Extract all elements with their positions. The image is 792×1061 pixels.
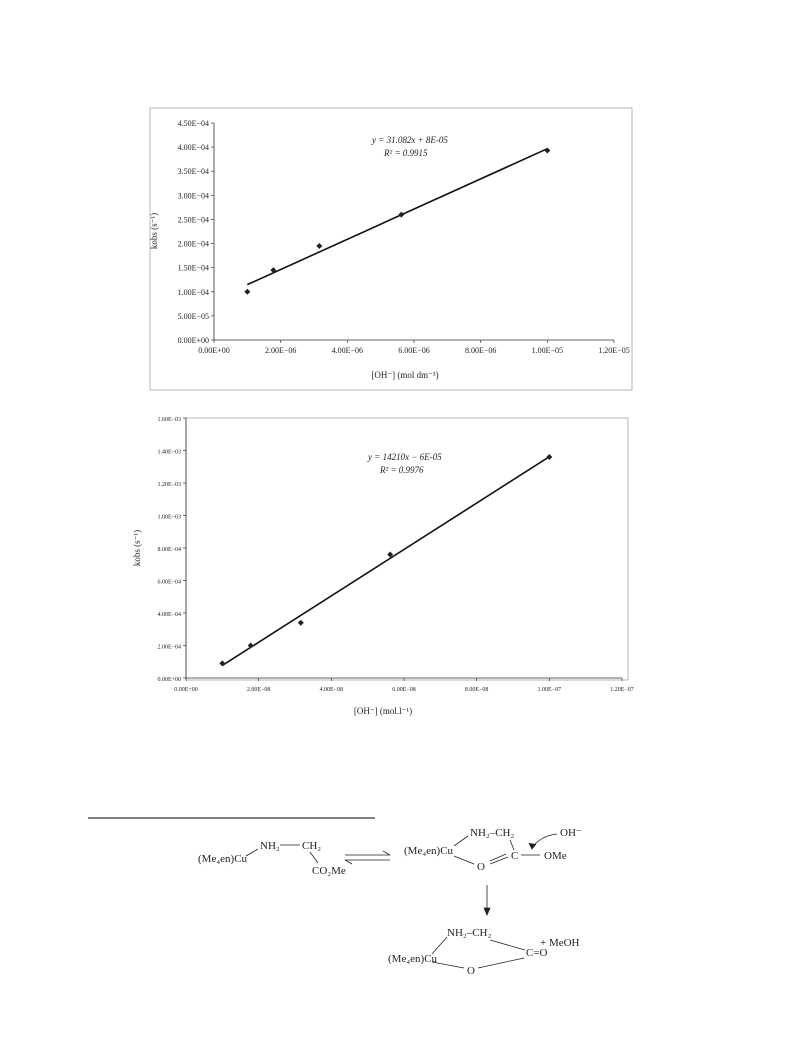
scheme-label: OH⁻: [560, 827, 582, 839]
y-tick-label: 6.00E−04: [157, 580, 181, 586]
y-tick-label: 4.00E−04: [157, 612, 181, 618]
chart-frame: [149, 107, 633, 391]
point: [546, 454, 553, 460]
x-tick-label: 6.00E−08: [392, 687, 416, 693]
bond: [309, 851, 319, 864]
x-tick-label: 4.00E−08: [320, 687, 344, 693]
bond: [245, 848, 259, 857]
y-axis-label: kobs (s⁻¹): [132, 530, 142, 566]
y-tick-label: 1.00E−04: [178, 288, 209, 297]
y-tick-label: 3.00E−04: [178, 191, 209, 200]
scheme-label: CO₂Me: [312, 865, 346, 877]
scheme-label: NH₂: [260, 840, 280, 852]
bond: [431, 936, 448, 955]
bond: [489, 856, 509, 865]
y-tick-label: 1.50E−04: [178, 264, 209, 273]
bond: [453, 835, 469, 847]
y-tick-label: 1.00E−03: [157, 515, 181, 521]
y-tick-label: 5.00E−05: [178, 312, 209, 321]
scheme-label: OMe: [544, 850, 567, 862]
bond: [453, 855, 475, 865]
curved-arrow: [531, 833, 558, 849]
x-tick-label: 8.00E−08: [465, 687, 489, 693]
y-tick-label: 0.00E+00: [157, 677, 181, 683]
bond: [509, 839, 515, 851]
arrow-head: [344, 859, 353, 865]
y-tick-label: 1.60E−03: [157, 417, 181, 423]
y-tick-label: 2.00E−04: [157, 645, 181, 651]
scheme-label: O: [477, 861, 485, 873]
x-tick-label: 1.00E−07: [538, 687, 562, 693]
x-tick-label: 2.00E−06: [265, 346, 296, 355]
point: [544, 147, 551, 154]
x-tick-label: 4.00E−06: [332, 346, 363, 355]
x-tick-label: 6.00E−06: [398, 346, 429, 355]
scheme-label: C=O: [526, 947, 548, 959]
annotation: R² = 0.9915: [383, 148, 428, 158]
point: [244, 288, 251, 295]
point: [270, 267, 277, 274]
bond: [489, 939, 526, 951]
point: [219, 660, 226, 667]
arrow-head: [528, 842, 537, 850]
scheme-label: NH₂–CH₂: [447, 927, 492, 939]
x-tick-label: 1.20E−07: [610, 687, 634, 693]
x-tick-label: 0.00E+00: [198, 346, 229, 355]
scheme-label: C: [511, 850, 518, 862]
arrow-head: [382, 850, 391, 856]
scheme-label: O: [467, 965, 475, 977]
y-tick-label: 2.50E−04: [178, 215, 209, 224]
y-tick-label: 4.50E−04: [178, 119, 209, 128]
scheme-label: (Me₄en)Cu: [198, 853, 248, 865]
y-tick-label: 1.20E−03: [157, 482, 181, 488]
y-tick-label: 4.00E−04: [178, 143, 209, 152]
x-tick-label: 1.20E−05: [598, 346, 629, 355]
x-tick-label: 1.00E−05: [532, 346, 563, 355]
bond: [431, 961, 465, 969]
scheme-label: (Me₄en)Cu: [388, 953, 438, 965]
trend-line: [247, 147, 548, 286]
point: [387, 551, 394, 558]
annotation: R² = 0.9976: [379, 465, 424, 475]
scheme-labels: (Me₄en)Cu NH₂ CH₂ CO₂Me (Me₄en)Cu NH₂–CH…: [198, 827, 582, 977]
scheme-label: NH₂–CH₂: [470, 827, 515, 839]
point: [247, 642, 254, 649]
chart: 0.00E+00 2.00E−04 4.00E−04 6.00E−04 8.00E−04…: [132, 417, 634, 716]
point: [297, 619, 304, 626]
y-tick-label: 2.00E−04: [178, 240, 209, 249]
annotation: y = 31.082x + 8E-05: [371, 135, 448, 145]
x-tick-label: 0.00E+00: [174, 687, 198, 693]
y-tick-label: 8.00E−04: [157, 547, 181, 553]
bond: [477, 957, 525, 969]
point: [316, 242, 323, 249]
trend-line: [221, 455, 550, 667]
x-axis-label: [OH⁻] (mol dm⁻³): [371, 370, 438, 380]
y-tick-label: 0.00E+00: [178, 336, 209, 345]
bond: [489, 853, 507, 862]
point: [398, 211, 405, 218]
scheme-label: + MeOH: [540, 937, 580, 949]
reaction-scheme: [245, 833, 558, 969]
x-tick-label: 2.00E−08: [247, 687, 271, 693]
y-axis-label: kobs (s⁻¹): [149, 213, 159, 249]
arrow-head: [483, 907, 491, 917]
x-axis-label: [OH⁻] (mol.l⁻¹): [354, 706, 412, 716]
scheme-label: CH₂: [302, 840, 321, 852]
scheme-label: (Me₄en)Cu: [404, 845, 454, 857]
y-tick-label: 3.50E−04: [178, 167, 209, 176]
x-tick-label: 8.00E−06: [465, 346, 496, 355]
annotation: y = 14210x − 6E-05: [367, 452, 442, 462]
chart: 0.00E+00 5.00E−05 1.00E−04 1.50E−04 2.00E−04…: [149, 107, 633, 391]
y-tick-label: 1.40E−03: [157, 450, 181, 456]
